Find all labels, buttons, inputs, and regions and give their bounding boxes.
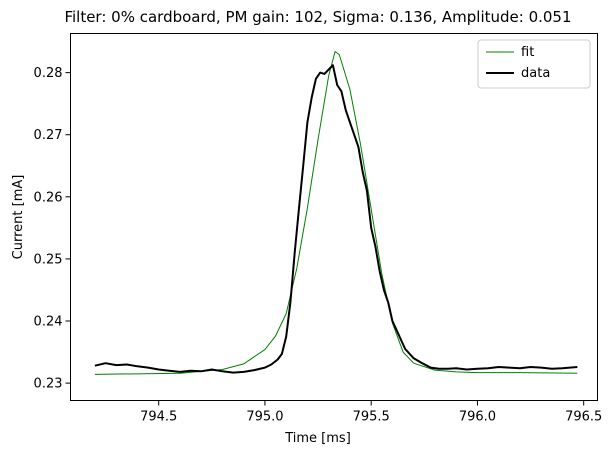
y-axis: 0.23 0.24 0.25 0.26 0.27 0.28 [34,66,71,392]
x-axis: 794.5 795.0 795.5 796.0 796.5 [140,400,602,425]
legend: fit data [477,39,591,89]
y-tick-label: 0.24 [34,315,63,330]
y-axis-label: Current [mA] [11,175,26,260]
x-tick-label: 796.0 [459,410,496,425]
plot-frame [70,33,598,401]
plot-area [94,51,578,375]
legend-data-label: data [521,66,550,81]
x-axis-label: Time [ms] [284,431,351,446]
y-tick-label: 0.26 [34,190,63,205]
x-tick-label: 794.5 [140,410,177,425]
y-tick-label: 0.25 [34,252,63,267]
y-tick-label: 0.23 [34,377,63,392]
chart-title: Filter: 0% cardboard, PM gain: 102, Sigm… [64,8,571,26]
x-tick-label: 795.5 [353,410,390,425]
y-tick-label: 0.28 [34,66,63,81]
series-fit-line [94,51,578,375]
x-tick-label: 795.0 [246,410,283,425]
x-tick-label: 796.5 [565,410,602,425]
y-tick-label: 0.27 [34,128,63,143]
legend-fit-label: fit [521,45,534,60]
series-data-line [94,64,578,374]
